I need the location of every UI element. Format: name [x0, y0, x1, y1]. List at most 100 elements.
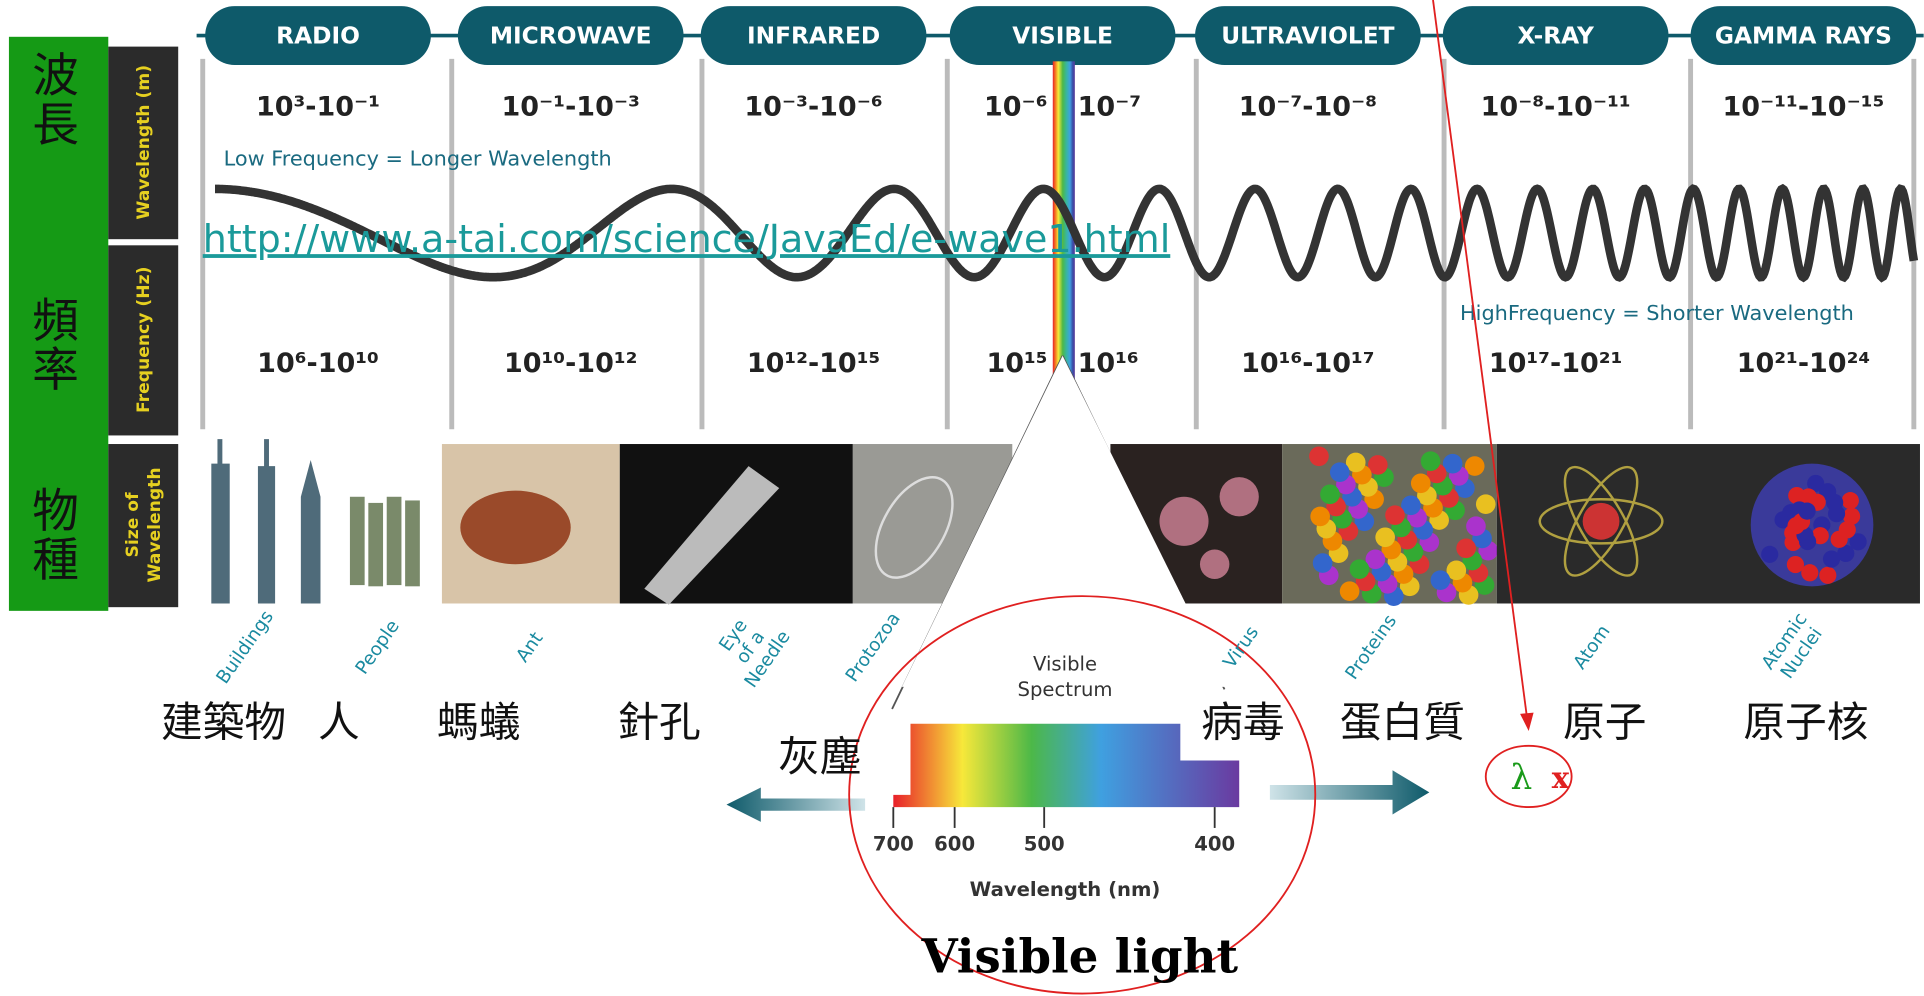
- dot: [1345, 452, 1366, 473]
- dot: [1842, 507, 1861, 525]
- object-name: Proteins: [1341, 611, 1401, 684]
- object-name: Atom: [1570, 621, 1615, 673]
- label-box: [108, 444, 179, 608]
- band-name: GAMMA RAYS: [1715, 22, 1892, 49]
- dot: [1410, 473, 1431, 494]
- arrow-right: [1269, 770, 1430, 815]
- dot: [1798, 502, 1816, 520]
- side-label: Size of: [123, 492, 143, 558]
- caption: Visible light: [920, 928, 1238, 983]
- image: [1761, 474, 1867, 584]
- spectrum-axis-label: Wavelength (nm): [970, 878, 1161, 901]
- frequency-range: 10¹⁰-10¹²: [504, 348, 638, 379]
- band-header: [1195, 6, 1421, 66]
- object-name: Ant: [512, 628, 547, 666]
- tick-label: 400: [1194, 833, 1235, 856]
- wavelength-range: 10⁻¹¹-10⁻¹⁵: [1722, 91, 1884, 122]
- image: [1309, 446, 1499, 606]
- annotation-symbol: λ: [1510, 758, 1532, 798]
- object-name: Protozoa: [842, 609, 905, 686]
- dot: [1822, 550, 1841, 568]
- wave: [215, 183, 1919, 283]
- wavelength-range: 10³-10⁻¹: [256, 91, 380, 122]
- label-box: [108, 245, 179, 436]
- side-panel: [8, 36, 109, 611]
- frequency-range: 10²¹-10²⁴: [1737, 348, 1871, 379]
- dot: [1442, 453, 1463, 474]
- side-label: Wavelength: [145, 467, 165, 582]
- dot: [1309, 446, 1329, 467]
- dot: [1401, 495, 1421, 516]
- side-label-zh: 頻: [32, 294, 79, 348]
- band-name: ULTRAVIOLET: [1221, 22, 1394, 49]
- band-name: MICROWAVE: [490, 22, 652, 49]
- dot: [1849, 533, 1867, 551]
- frequency-range: 10¹²-10¹⁵: [747, 348, 881, 379]
- dot: [1801, 564, 1819, 582]
- object-label: Virus: [1219, 622, 1263, 672]
- band-header: [457, 6, 684, 66]
- annotation-mark: x: [1552, 760, 1570, 795]
- object-name-zh: 螞蟻: [437, 698, 520, 747]
- spectrum-title: Spectrum: [1018, 678, 1113, 701]
- wavelength-range: 10⁻³-10⁻⁶: [744, 91, 882, 122]
- dot: [1339, 581, 1360, 602]
- dot: [1456, 538, 1476, 559]
- image: [460, 490, 571, 565]
- dot: [1349, 559, 1370, 579]
- band-name: INFRARED: [747, 22, 880, 49]
- band-name: RADIO: [276, 22, 360, 49]
- dot: [1329, 462, 1350, 483]
- visible-stripe: [1052, 61, 1075, 430]
- wavelength-range: 10⁻⁷-10⁻⁸: [1239, 91, 1377, 122]
- object-name-zh: 原子: [1563, 698, 1646, 747]
- frequency-range: 10¹⁷-10²¹: [1489, 348, 1623, 379]
- side-label: Wavelength (m): [134, 65, 154, 220]
- arrow-left: [726, 787, 866, 822]
- spectrum-bar: [893, 723, 1240, 808]
- band-header: [1690, 6, 1917, 66]
- annotation-circle: [1484, 744, 1573, 809]
- object-label: Proteins: [1341, 611, 1401, 684]
- dot: [1837, 544, 1855, 563]
- dot: [1466, 516, 1486, 537]
- band-header: [949, 6, 1176, 66]
- image: [874, 476, 954, 579]
- dot: [1475, 494, 1496, 514]
- image: [349, 496, 420, 587]
- image: [644, 466, 780, 605]
- object-name-zh: 人: [318, 698, 360, 747]
- dot: [1827, 505, 1846, 523]
- object-name: Virus: [1219, 622, 1263, 672]
- frequency-range: 10¹⁶-10¹⁷: [1241, 348, 1375, 379]
- side-label: Frequency (Hz): [134, 267, 154, 413]
- band-header: [1442, 6, 1669, 66]
- band-header: [205, 6, 431, 66]
- object-label: Ant: [512, 628, 547, 666]
- dot: [1375, 527, 1395, 548]
- note: HighFrequency = Shorter Wavelength: [1460, 301, 1854, 325]
- label-box: [108, 46, 179, 240]
- dot: [1819, 566, 1837, 584]
- dot: [1385, 505, 1405, 525]
- object-name: Buildings: [213, 607, 278, 688]
- object-name-zh: 原子核: [1743, 698, 1868, 747]
- side-label-zh: 長: [32, 98, 79, 152]
- band-name: X-RAY: [1518, 22, 1595, 49]
- dot: [1464, 456, 1485, 476]
- object-name-zh: 蛋白質: [1340, 698, 1465, 747]
- pointer-head: [1520, 712, 1534, 732]
- image: [1159, 477, 1259, 579]
- dot: [1786, 555, 1805, 574]
- object-label: Atom: [1570, 621, 1615, 673]
- link[interactable]: http://www.a-tai.com/science/JavaEd/e-wa…: [203, 217, 1171, 261]
- dot: [1368, 455, 1388, 475]
- image: [211, 439, 321, 604]
- dot: [1312, 553, 1333, 573]
- dot: [1446, 560, 1467, 581]
- highlight-circle: [848, 595, 1317, 995]
